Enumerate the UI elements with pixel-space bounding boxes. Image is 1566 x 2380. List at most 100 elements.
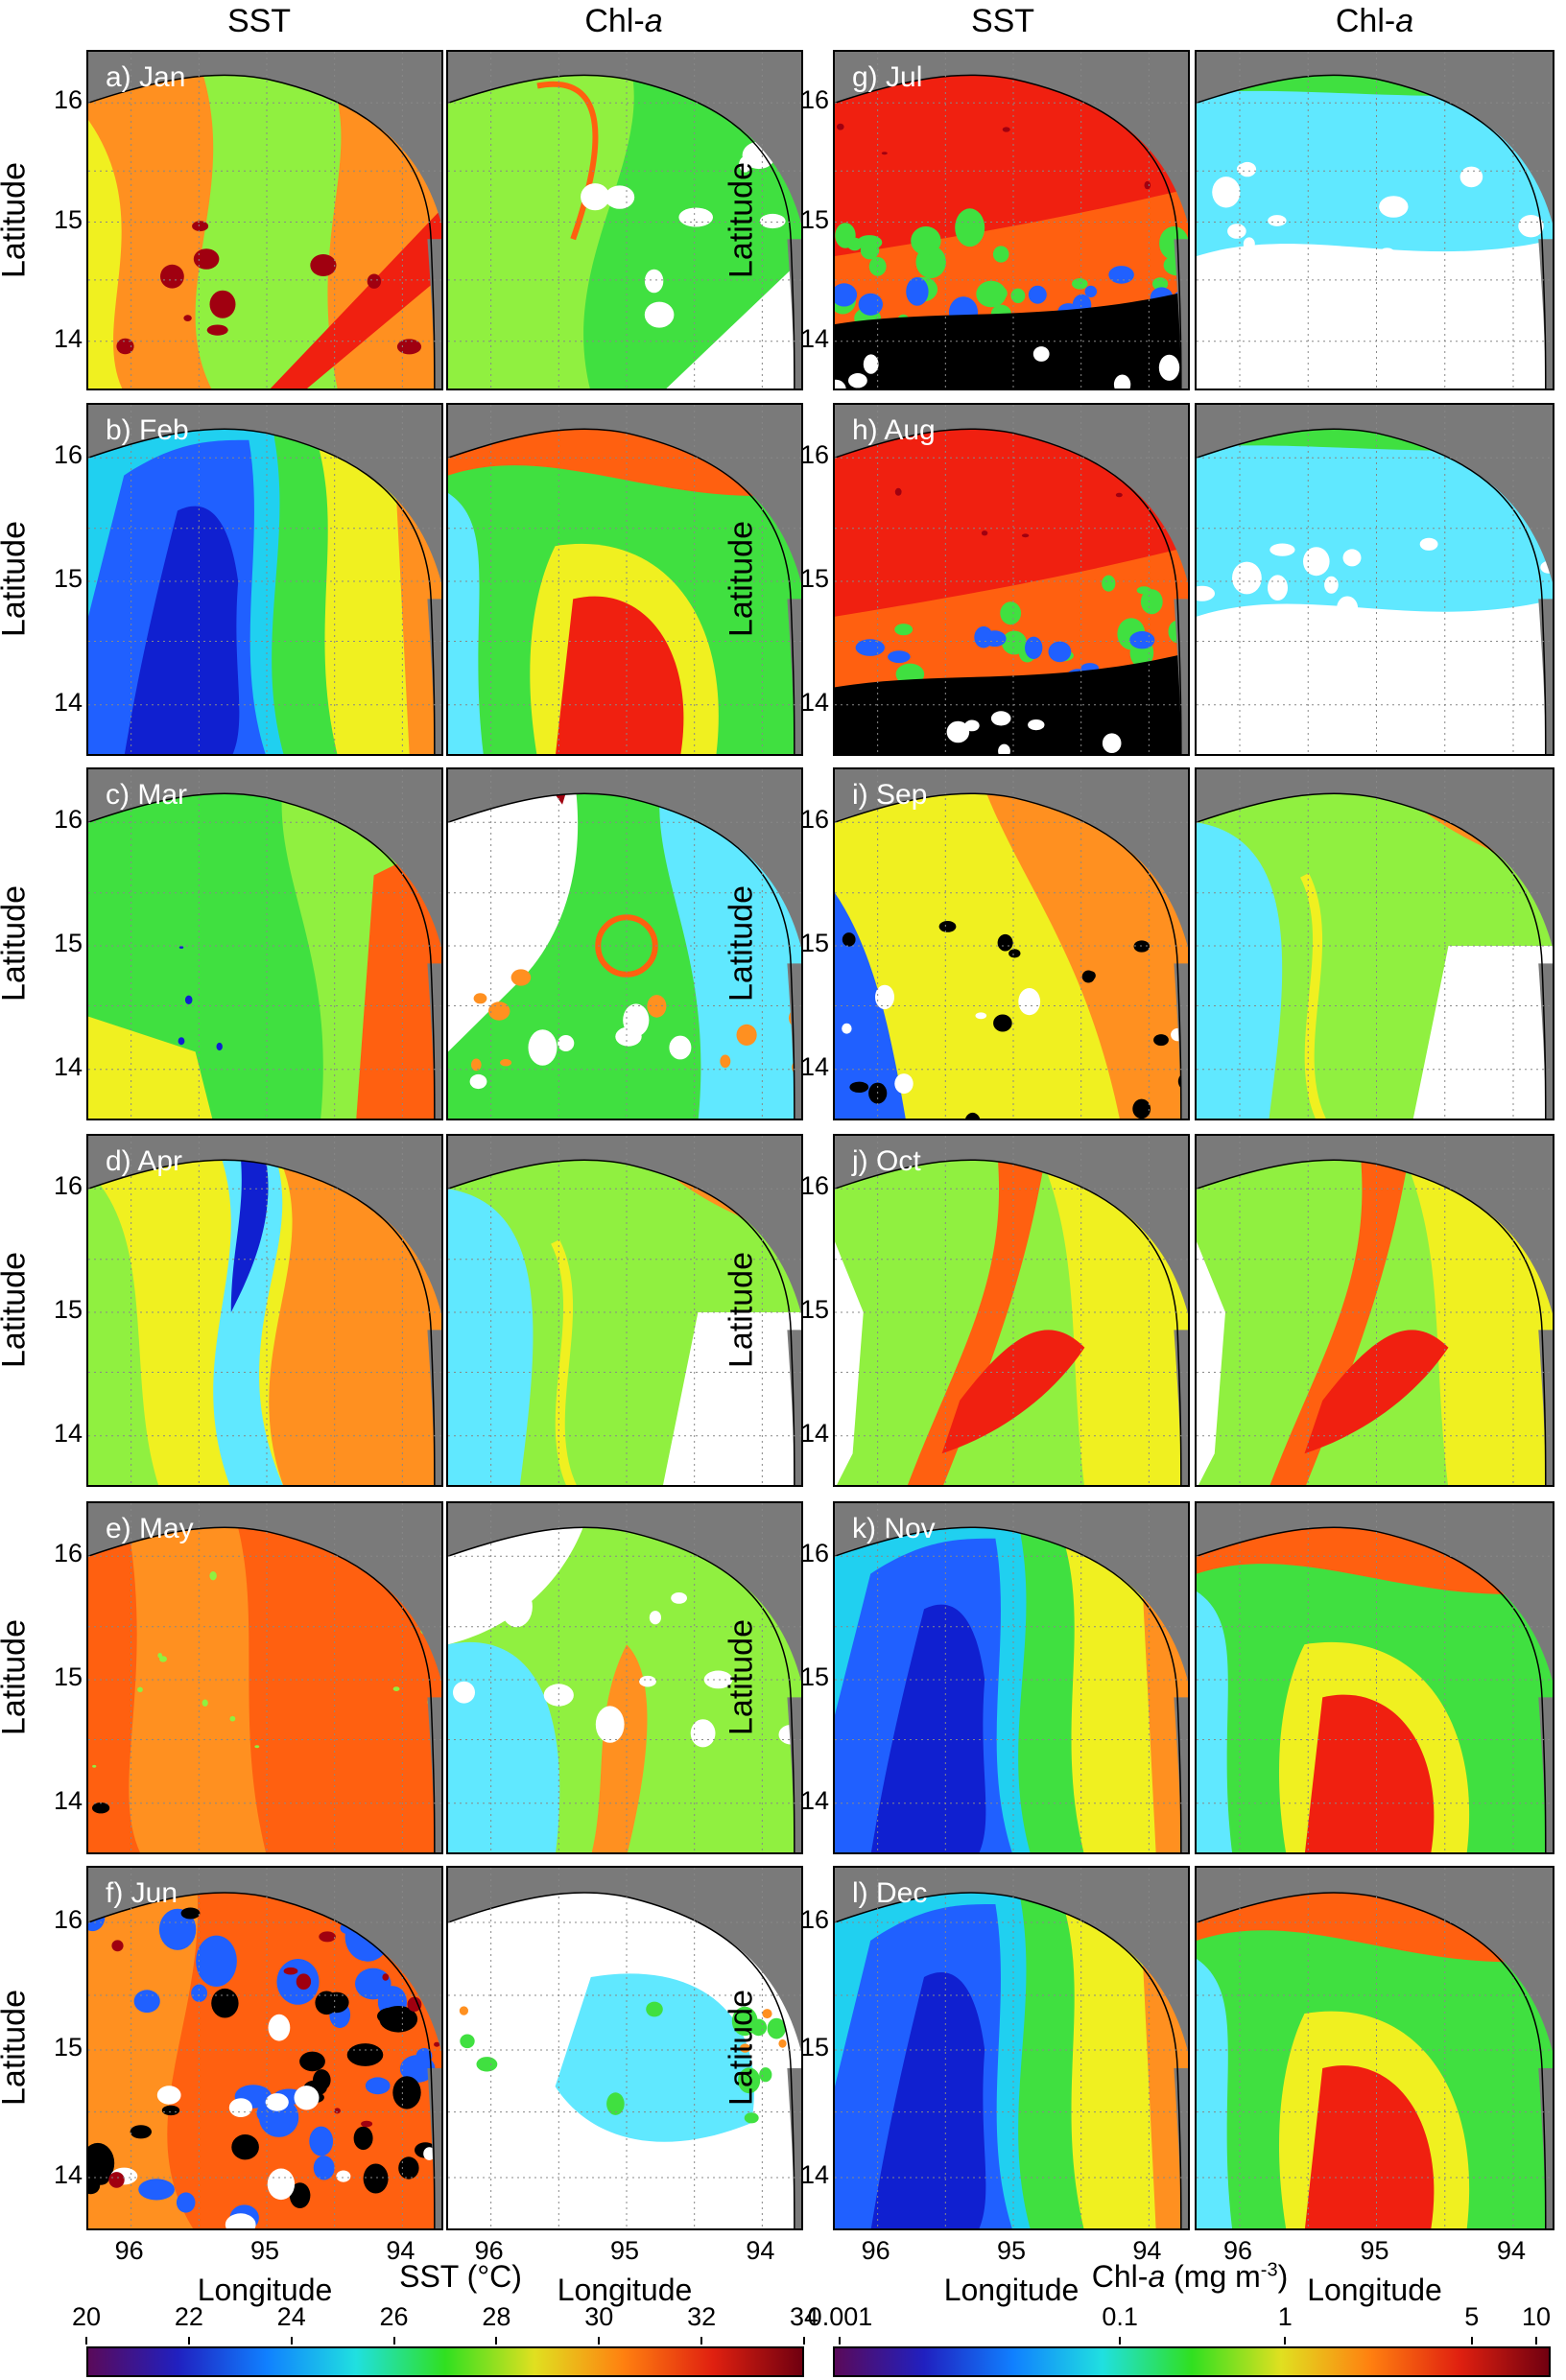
sst-map-panel-feb: b) Feb	[86, 403, 443, 756]
column-header-sst-right: SST	[970, 3, 1035, 39]
colorbar-tick-label: 1	[1277, 2302, 1293, 2331]
sst-map-panel-jan-image	[88, 52, 441, 389]
latitude-tick-label: 15	[799, 204, 829, 234]
chl-map-panel-aug	[1195, 403, 1554, 756]
sst-map-panel-jan: a) Jan	[86, 50, 443, 390]
latitude-tick-label: 14	[799, 1051, 829, 1081]
longitude-tick-label: 95	[249, 2236, 280, 2265]
chl-map-panel-nov	[1195, 1501, 1554, 1854]
chl-map-panel-jan-image	[448, 52, 801, 389]
sst-map-panel-oct-image	[835, 1136, 1188, 1485]
chl-map-panel-jun-image	[448, 1868, 801, 2228]
colorbar-tick-mark	[85, 2337, 87, 2345]
colorbar-tick-label: 20	[71, 2302, 102, 2331]
latitude-tick-label: 14	[53, 687, 83, 717]
sst-map-panel-nov-image	[835, 1503, 1188, 1852]
longitude-axis-label: Longitude	[197, 2273, 333, 2307]
latitude-axis-label: Latitude	[723, 1252, 760, 1368]
latitude-tick-label: 14	[53, 1418, 83, 1448]
latitude-tick-label: 14	[53, 323, 83, 353]
chl-map-panel-mar-image	[448, 769, 801, 1119]
longitude-tick-label: 96	[474, 2236, 504, 2265]
latitude-tick-label: 16	[53, 85, 83, 115]
latitude-tick-label: 16	[53, 440, 83, 470]
longitude-tick-label: 95	[1360, 2236, 1389, 2265]
sst-map-panel-sep: i) Sep	[833, 767, 1190, 1120]
sst-map-panel-aug-image	[835, 405, 1188, 754]
latitude-tick-label: 16	[799, 805, 829, 835]
latitude-tick-label: 14	[799, 323, 829, 353]
chl-map-panel-oct-image	[1197, 1136, 1553, 1485]
column-header-chl-left: Chl-a	[584, 3, 663, 39]
latitude-axis-label: Latitude	[0, 1990, 33, 2106]
panel-label: j) Oct	[852, 1145, 921, 1177]
colorbar-tick-label: 10	[1522, 2302, 1552, 2331]
colorbar-tick-label: 5	[1464, 2302, 1480, 2331]
colorbar-tick-mark	[392, 2337, 395, 2345]
colorbar-tick-label: 0.001	[807, 2302, 873, 2331]
colorbar-tick-mark	[598, 2337, 601, 2345]
colorbar-tick-mark	[1470, 2337, 1473, 2345]
sst-colorbar-title: SST (°C)	[399, 2259, 522, 2294]
latitude-tick-label: 16	[799, 440, 829, 470]
latitude-tick-label: 15	[799, 1295, 829, 1324]
panel-label: c) Mar	[106, 779, 187, 811]
sst-map-panel-aug: h) Aug	[833, 403, 1190, 756]
colorbar-tick-label: 28	[482, 2302, 511, 2331]
chl-map-panel-sep	[1195, 767, 1554, 1120]
colorbar-tick-label: 24	[276, 2302, 306, 2331]
latitude-axis-label: Latitude	[723, 161, 760, 278]
sst-map-panel-may: e) May	[86, 1501, 443, 1854]
colorbar-tick-label: 22	[174, 2302, 203, 2331]
sst-map-panel-apr: d) Apr	[86, 1134, 443, 1487]
colorbar-tick-mark	[495, 2337, 498, 2345]
longitude-tick-label: 96	[114, 2236, 144, 2265]
latitude-tick-label: 15	[53, 204, 83, 234]
panel-label: g) Jul	[852, 61, 923, 93]
chl-map-panel-aug-image	[1197, 405, 1553, 754]
sst-map-panel-sep-image	[835, 769, 1188, 1119]
chl-map-panel-dec-image	[1197, 1868, 1553, 2228]
latitude-tick-label: 14	[799, 687, 829, 717]
sst-colorbar	[86, 2346, 804, 2377]
latitude-tick-label: 14	[799, 2160, 829, 2189]
panel-label: e) May	[106, 1513, 194, 1544]
latitude-tick-label: 14	[53, 1051, 83, 1081]
sst-map-panel-jul-image	[835, 52, 1188, 389]
sst-map-panel-nov: k) Nov	[833, 1501, 1190, 1854]
chl-map-panel-jul	[1195, 50, 1554, 390]
sst-map-panel-mar: c) Mar	[86, 767, 443, 1120]
latitude-tick-label: 16	[799, 85, 829, 115]
panel-label: b) Feb	[106, 414, 189, 446]
colorbar-tick-mark	[803, 2337, 805, 2345]
panel-label: k) Nov	[852, 1513, 936, 1544]
colorbar-tick-mark	[1119, 2337, 1122, 2345]
chl-map-panel-feb	[446, 403, 803, 756]
chl-map-panel-may	[446, 1501, 803, 1854]
colorbar-tick-mark	[290, 2337, 293, 2345]
longitude-tick-label: 95	[996, 2236, 1027, 2265]
latitude-tick-label: 16	[799, 1905, 829, 1934]
panel-label: l) Dec	[852, 1877, 928, 1909]
latitude-tick-label: 15	[799, 564, 829, 593]
sst-map-panel-oct: j) Oct	[833, 1134, 1190, 1487]
chl-map-panel-apr-image	[448, 1136, 801, 1485]
longitude-axis-label: Longitude	[557, 2273, 693, 2307]
panel-label: i) Sep	[852, 779, 928, 811]
longitude-tick-label: 94	[386, 2236, 415, 2265]
chl-map-panel-feb-image	[448, 405, 801, 754]
latitude-axis-label: Latitude	[723, 1990, 760, 2106]
latitude-tick-label: 16	[53, 1905, 83, 1934]
colorbar-tick-label: 34	[789, 2302, 819, 2331]
latitude-axis-label: Latitude	[0, 1252, 33, 1368]
longitude-tick-label: 95	[609, 2236, 640, 2265]
colorbar-tick-mark	[1284, 2337, 1287, 2345]
chl-map-panel-jan	[446, 50, 803, 390]
sst-map-panel-feb-image	[88, 405, 441, 754]
colorbar-tick-mark	[700, 2337, 703, 2345]
latitude-tick-label: 15	[799, 929, 829, 957]
colorbar-tick-mark	[1535, 2337, 1538, 2345]
colorbar-tick-label: 26	[379, 2302, 409, 2331]
chl-map-panel-may-image	[448, 1503, 801, 1852]
longitude-tick-label: 96	[1222, 2236, 1253, 2265]
